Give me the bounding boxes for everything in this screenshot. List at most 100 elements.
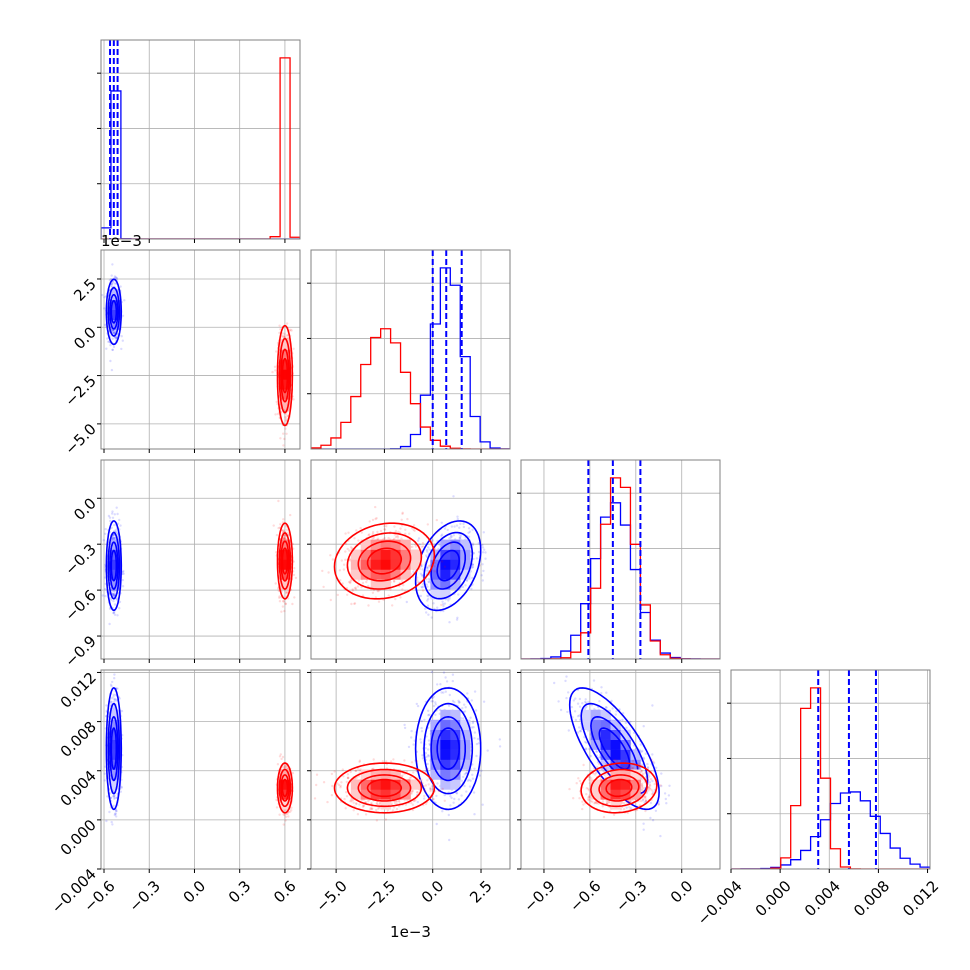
scatter-point — [424, 560, 428, 564]
scatter-point — [425, 548, 429, 552]
scatter-point — [393, 525, 396, 528]
histograms — [731, 670, 930, 869]
scatter-point — [360, 531, 363, 534]
density-cell — [410, 549, 421, 560]
scatter-point — [278, 600, 282, 603]
density-cell — [280, 559, 291, 570]
scatter-point — [119, 524, 122, 527]
scatter-point — [104, 532, 107, 535]
density — [313, 670, 502, 842]
scatter-point — [420, 564, 423, 568]
scatter-point — [440, 533, 444, 536]
scatter-point — [113, 813, 117, 817]
density-cell — [450, 569, 461, 580]
scatter-point — [113, 796, 117, 800]
contour-line — [109, 294, 119, 330]
density-cell — [360, 559, 371, 570]
scatter-point — [290, 806, 293, 809]
scatter-point — [111, 329, 115, 333]
density-cell — [440, 559, 451, 570]
scatter-point — [114, 812, 117, 815]
scatter-point — [349, 546, 353, 549]
scatter-point — [392, 579, 396, 583]
scatter-point — [374, 517, 377, 521]
scatter-point — [112, 345, 116, 349]
scatter-point — [419, 572, 423, 575]
scatter-point — [377, 589, 381, 592]
scatter-point — [291, 602, 294, 606]
scatter-point — [109, 683, 113, 686]
scatter-point — [465, 790, 468, 793]
scatter-point — [422, 545, 425, 548]
density-cell — [380, 559, 391, 570]
scatter-point — [396, 536, 400, 539]
scatter-point — [361, 581, 365, 585]
scatter-point — [118, 518, 121, 522]
scatter-point — [118, 607, 121, 610]
scatter-point — [461, 585, 465, 589]
scatter-point — [379, 529, 383, 533]
scatter-point — [473, 813, 476, 816]
scatter-point — [427, 595, 430, 598]
density-cells-1 — [280, 339, 291, 410]
grid-lines — [311, 670, 510, 870]
scatter-point — [435, 531, 438, 534]
scatter-point — [279, 437, 282, 440]
scatter-point — [111, 512, 114, 515]
density-cell — [380, 549, 391, 560]
density — [321, 495, 487, 624]
scatter-point — [113, 610, 116, 614]
scatter-point — [283, 332, 286, 336]
scatter-point — [112, 693, 116, 696]
scatter-point — [400, 579, 404, 583]
scatter-point — [403, 723, 406, 727]
scatter-point — [113, 523, 116, 527]
scatter-point — [449, 804, 452, 807]
scatter-point — [377, 600, 381, 603]
scatter-point — [283, 537, 286, 540]
scatter-point — [283, 336, 286, 339]
scatter-point — [486, 749, 489, 752]
scatter-point — [283, 437, 286, 441]
scatter-point — [484, 551, 487, 554]
scatter-point — [107, 340, 110, 343]
density-cell — [450, 539, 461, 550]
scatter-point — [115, 598, 118, 601]
scatter-point — [416, 576, 419, 579]
scatter-point — [367, 604, 370, 607]
density-cell — [370, 539, 381, 550]
scatter-point — [112, 794, 115, 798]
contours-0 — [105, 278, 123, 346]
scatter-point — [110, 368, 114, 372]
scatter-point — [478, 564, 481, 567]
density-cell — [380, 569, 391, 580]
scatter-point — [383, 528, 387, 531]
scatter-point — [371, 537, 374, 540]
scatter-point — [322, 585, 325, 589]
scatter-point — [110, 282, 113, 286]
density-cell — [370, 579, 381, 590]
scatter-point — [350, 602, 353, 606]
scatter-point — [111, 589, 114, 592]
grid-lines — [101, 250, 300, 449]
scatter-point — [449, 534, 452, 537]
density-cell — [360, 549, 371, 560]
scatter-point — [427, 564, 431, 568]
scatter-point — [113, 513, 117, 516]
density-cell — [440, 569, 451, 580]
contours-1 — [276, 522, 294, 600]
scatter-point — [122, 569, 125, 573]
scatter-point — [283, 765, 287, 768]
density-cell — [280, 539, 291, 550]
scatter-point — [113, 594, 116, 597]
scatter-point — [113, 537, 116, 540]
scatter-point — [284, 766, 287, 769]
scatter-point — [331, 558, 335, 561]
scatter-point — [346, 593, 349, 596]
scatter-point — [107, 514, 111, 518]
scatter-point — [455, 524, 459, 527]
scatter-point — [283, 335, 286, 338]
density-cell — [280, 549, 291, 560]
scatter-point — [464, 584, 467, 587]
scatter-point — [327, 571, 330, 574]
